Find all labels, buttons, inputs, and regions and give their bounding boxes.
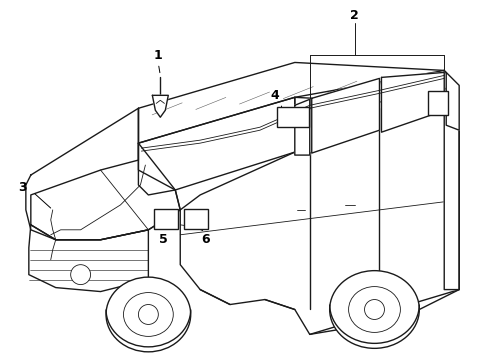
FancyBboxPatch shape — [154, 209, 178, 229]
Text: 4: 4 — [270, 89, 279, 102]
FancyBboxPatch shape — [276, 107, 308, 127]
Text: 3: 3 — [19, 181, 27, 194]
Polygon shape — [31, 143, 180, 240]
FancyBboxPatch shape — [184, 209, 208, 229]
Text: 2: 2 — [349, 9, 358, 22]
Circle shape — [364, 300, 384, 319]
Text: 1: 1 — [154, 49, 163, 62]
Polygon shape — [29, 225, 148, 292]
Polygon shape — [311, 78, 379, 153]
Polygon shape — [180, 71, 458, 334]
Polygon shape — [152, 95, 168, 117]
Ellipse shape — [329, 271, 419, 348]
Text: 6: 6 — [201, 233, 209, 246]
Polygon shape — [381, 72, 443, 132]
Circle shape — [138, 305, 158, 324]
Circle shape — [71, 265, 90, 285]
Polygon shape — [26, 108, 180, 240]
Ellipse shape — [348, 287, 400, 332]
Polygon shape — [138, 62, 443, 143]
Ellipse shape — [106, 277, 190, 352]
Ellipse shape — [123, 293, 173, 336]
Polygon shape — [138, 97, 294, 190]
Text: 5: 5 — [159, 233, 167, 246]
Polygon shape — [446, 72, 458, 130]
FancyBboxPatch shape — [427, 91, 447, 115]
Polygon shape — [443, 71, 458, 289]
Polygon shape — [294, 99, 309, 155]
